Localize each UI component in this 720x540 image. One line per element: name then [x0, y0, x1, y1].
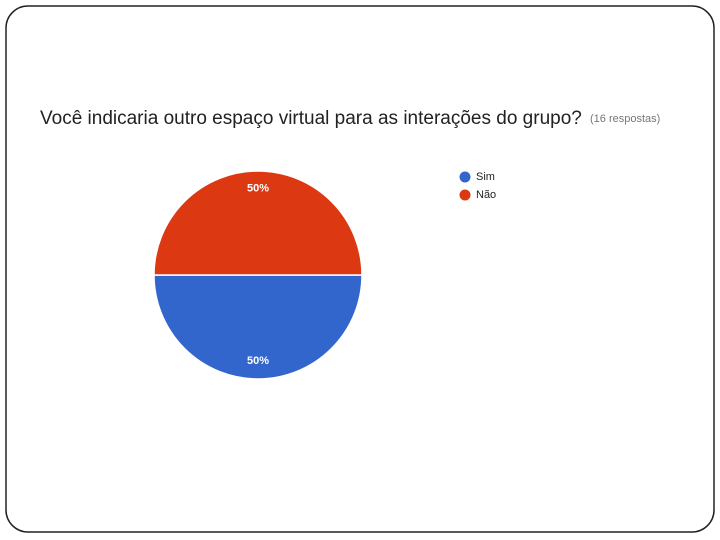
legend-label: Não: [476, 189, 496, 201]
legend-swatch: [459, 171, 471, 183]
chart-title: Você indicaria outro espaço virtual para…: [40, 108, 582, 129]
chart-subtitle: (16 respostas): [590, 113, 660, 125]
legend-swatch: [459, 189, 471, 201]
pie-slice: [153, 274, 363, 380]
slice-label: 50%: [247, 183, 269, 195]
pie-slice: [153, 170, 363, 276]
slice-label: 50%: [247, 355, 269, 367]
legend-label: Sim: [476, 171, 495, 183]
